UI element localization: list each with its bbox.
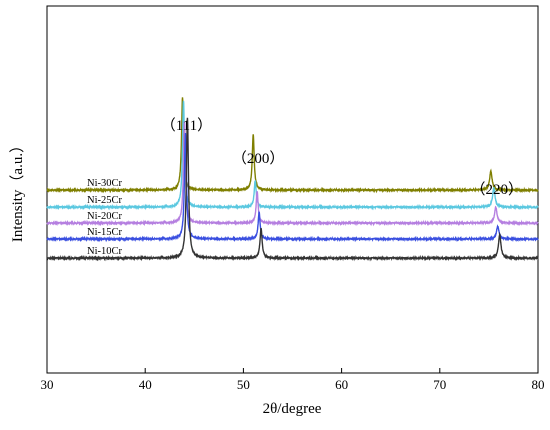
series-line-ni-20cr <box>46 121 539 227</box>
x-tick-label: 50 <box>237 377 250 392</box>
series-label-ni-10cr: Ni-10Cr <box>87 246 123 257</box>
x-tick-label: 30 <box>41 377 54 392</box>
series-label-ni-15cr: Ni-15Cr <box>87 227 123 238</box>
x-tick-label: 60 <box>335 377 348 392</box>
y-axis-title: Intensity（a.u.） <box>9 138 26 242</box>
series-labels: Ni-30Cr Ni-25Cr Ni-20Cr Ni-15Cr Ni-10Cr <box>87 178 123 257</box>
x-axis-title: 2θ/degree <box>263 401 322 417</box>
series-line-ni-15cr <box>46 132 539 243</box>
series-line-ni-30cr <box>46 97 539 194</box>
x-axis-ticks: 30 40 50 60 70 80 <box>41 368 545 392</box>
x-tick-label: 80 <box>532 377 545 392</box>
series-layer <box>46 97 539 262</box>
x-tick-label: 70 <box>433 377 446 392</box>
series-label-ni-20cr: Ni-20Cr <box>87 211 123 222</box>
peak-labels: （111） （200） （220） <box>161 117 523 198</box>
series-line-ni-25cr <box>46 100 539 211</box>
peak-label: （200） <box>232 150 285 167</box>
series-label-ni-30cr: Ni-30Cr <box>87 178 123 189</box>
series-line-ni-10cr <box>46 117 539 262</box>
peak-label: （220） <box>470 181 523 198</box>
peak-label: （111） <box>161 117 212 134</box>
x-tick-label: 40 <box>139 377 152 392</box>
series-label-ni-25cr: Ni-25Cr <box>87 195 123 206</box>
